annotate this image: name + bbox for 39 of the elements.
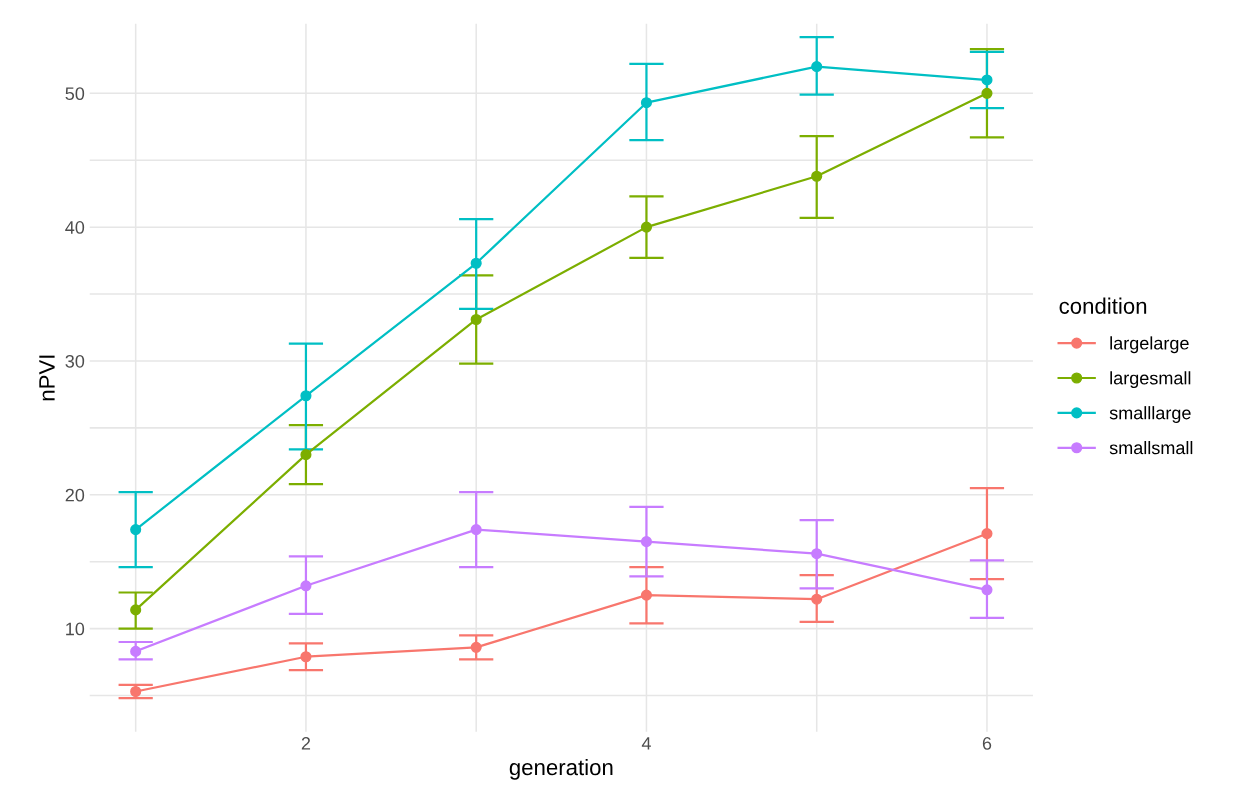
point	[640, 589, 653, 601]
point	[300, 449, 312, 461]
y-tick-label: 40	[65, 221, 85, 234]
point	[811, 60, 823, 73]
point	[981, 74, 993, 86]
point	[300, 651, 312, 663]
legend-label: largelarge	[1110, 336, 1189, 354]
point	[811, 593, 823, 605]
point	[130, 685, 142, 698]
x-tick-label: 6	[982, 737, 992, 750]
point	[130, 645, 142, 657]
point	[640, 221, 653, 233]
point	[300, 580, 312, 592]
point	[130, 524, 142, 536]
y-tick-label: 50	[65, 87, 85, 101]
y-axis-title: nPVI	[39, 355, 55, 401]
point	[130, 604, 142, 616]
point	[640, 536, 653, 548]
legend-title: condition	[1059, 297, 1147, 314]
point	[470, 313, 482, 326]
x-tick-label: 2	[301, 737, 311, 750]
point	[811, 548, 823, 560]
point	[470, 524, 482, 536]
point	[300, 390, 312, 402]
legend-label: smalllarge	[1109, 406, 1191, 423]
point	[811, 170, 823, 182]
legend-label: smallsmall	[1109, 441, 1193, 455]
y-tick-label: 10	[66, 622, 85, 636]
x-tick-label: 4	[641, 737, 651, 750]
point	[981, 584, 993, 596]
point	[981, 87, 993, 99]
legend-label: largesmall	[1110, 371, 1191, 389]
point	[470, 257, 482, 269]
x-axis-title: generation	[509, 758, 613, 780]
point	[470, 641, 482, 653]
point	[981, 528, 993, 540]
y-tick-label: 30	[65, 354, 85, 368]
y-tick-label: 20	[65, 488, 85, 502]
point	[640, 97, 653, 109]
